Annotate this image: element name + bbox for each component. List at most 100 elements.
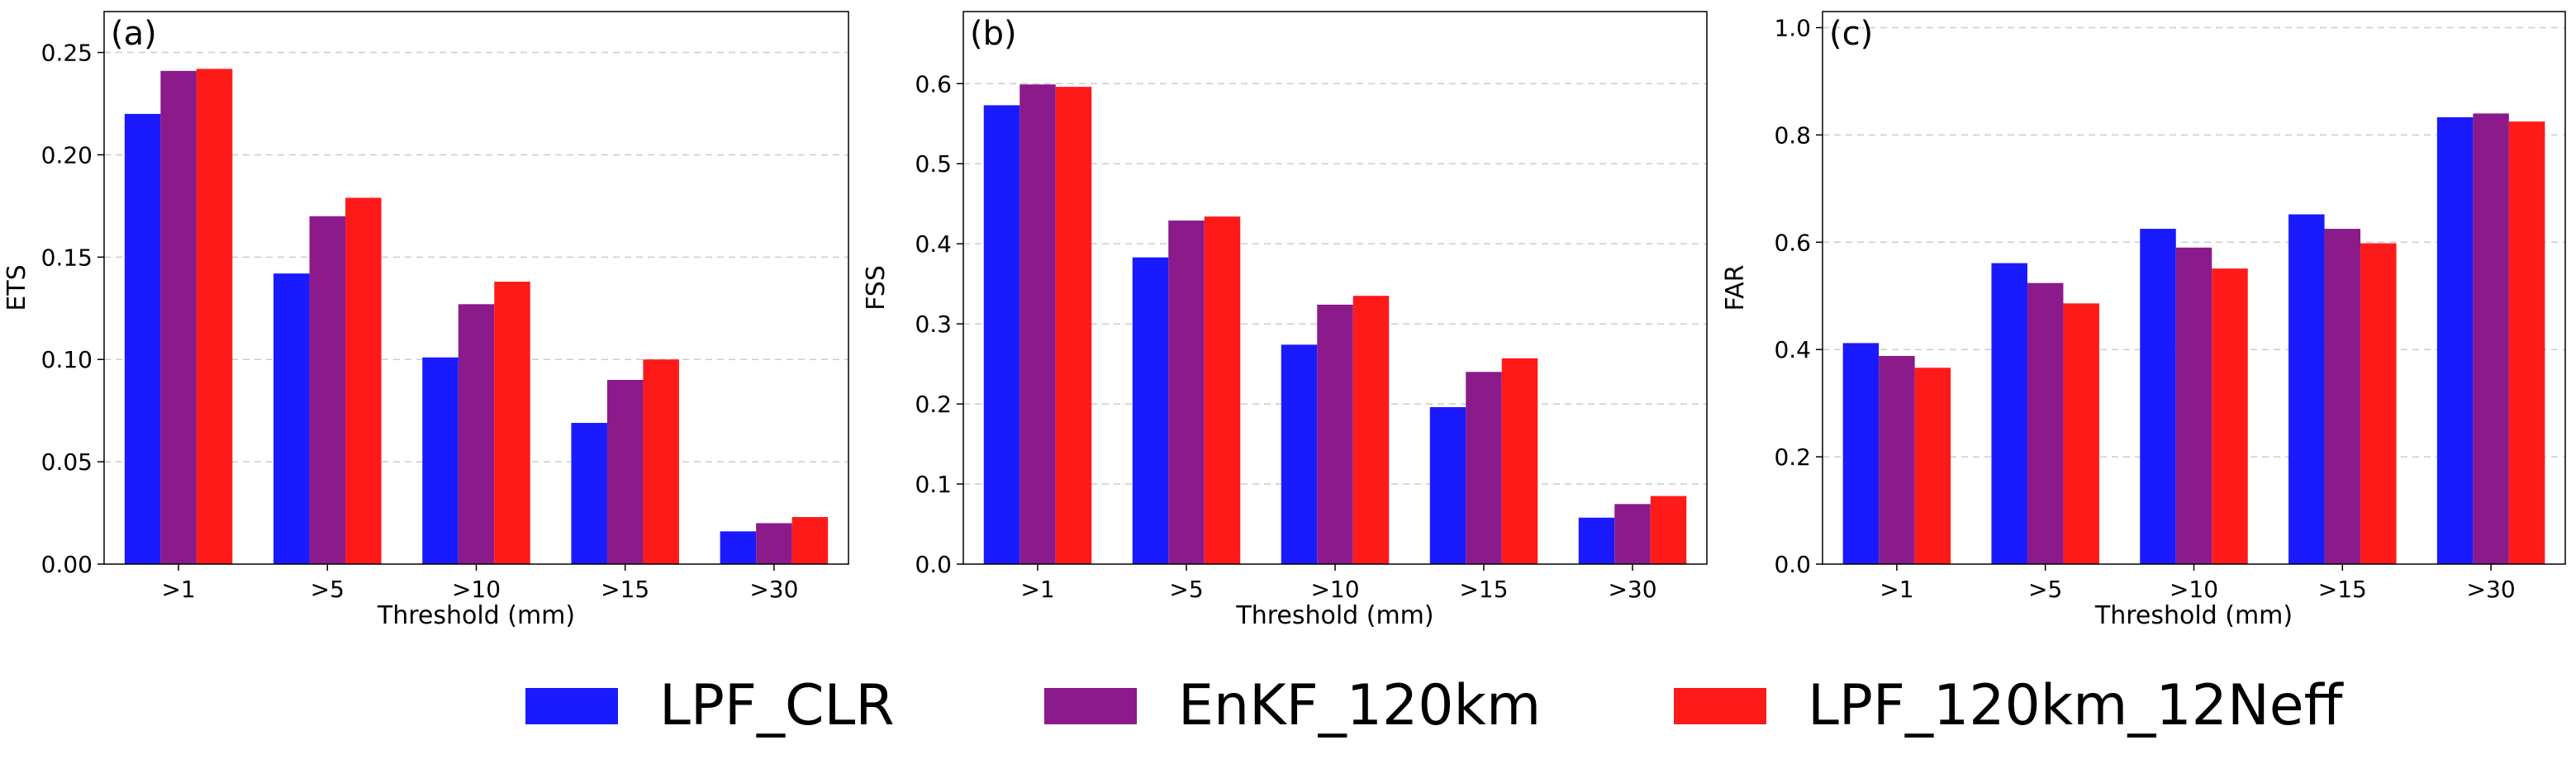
panel-label: (a) <box>111 15 157 53</box>
bar-EnKF_120km-3 <box>1317 304 1353 564</box>
y-tick-label: 0.20 <box>41 141 93 168</box>
bar-LPF_CLR-4 <box>2288 214 2325 564</box>
x-tick-label: >5 <box>311 576 345 603</box>
y-axis-label: FAR <box>1721 265 1750 311</box>
bar-LPF_120km_12Neff-3 <box>2212 268 2248 564</box>
bar-LPF_CLR-4 <box>571 423 607 564</box>
panel-label: (c) <box>1829 15 1873 53</box>
x-tick-label: >5 <box>2028 576 2062 603</box>
bar-EnKF_120km-5 <box>756 523 792 564</box>
bar-EnKF_120km-4 <box>2324 229 2361 564</box>
bar-LPF_CLR-1 <box>1842 343 1880 564</box>
bar-LPF_120km_12Neff-4 <box>2360 243 2397 564</box>
x-tick-label: >15 <box>601 576 649 603</box>
bar-EnKF_120km-2 <box>309 216 346 564</box>
y-tick-label: 0.2 <box>1774 444 1811 471</box>
x-tick-label: >30 <box>2467 576 2516 603</box>
bar-LPF_CLR-2 <box>273 273 310 564</box>
axes-frame <box>103 11 849 565</box>
y-tick-label: 0.00 <box>41 551 93 578</box>
legend-label-LPF_120km_12Neff: LPF_120km_12Neff <box>1808 673 2345 738</box>
chart-panel-1: >1 >5 >10 >15 >30 0.00 0.05 0.10 0.15 0.20 0.25 (a)… <box>2 11 849 630</box>
bar-LPF_120km_12Neff-5 <box>2508 121 2545 564</box>
legend-swatch-EnKF_120km <box>1044 688 1137 724</box>
bar-LPF_CLR-4 <box>1429 406 1466 564</box>
y-tick-label: 0.10 <box>41 346 93 373</box>
bar-LPF_120km_12Neff-5 <box>791 517 829 564</box>
bar-EnKF_120km-1 <box>1019 84 1056 564</box>
bar-LPF_CLR-3 <box>1281 344 1318 564</box>
x-tick-label: >1 <box>161 576 195 603</box>
x-axis-label: Threshold (mm) <box>377 601 575 630</box>
y-tick-label: 1.0 <box>1774 14 1811 41</box>
y-tick-label: 0.6 <box>1774 229 1811 256</box>
y-tick-label: 0.5 <box>915 150 952 178</box>
bar-EnKF_120km-4 <box>1466 372 1502 564</box>
bar-EnKF_120km-1 <box>160 70 197 565</box>
y-tick-label: 0.1 <box>915 471 952 498</box>
bar-LPF_120km_12Neff-1 <box>1914 368 1951 564</box>
bar-LPF_120km_12Neff-2 <box>2063 303 2099 564</box>
x-tick-label: >5 <box>1169 576 1203 603</box>
bar-LPF_120km_12Neff-1 <box>1055 87 1092 564</box>
axes-frame <box>962 11 1708 565</box>
y-tick-label: 0.15 <box>41 244 93 271</box>
bar-LPF_CLR-5 <box>2436 116 2474 565</box>
legend-label-LPF_CLR: LPF_CLR <box>659 673 895 738</box>
chart-panel-2: >1 >5 >10 >15 >30 0.0 0.1 0.2 0.3 0.4 0.5 0.6 (b) Thr… <box>862 11 1708 630</box>
x-tick-label: >15 <box>1459 576 1508 603</box>
bar-EnKF_120km-1 <box>1879 355 1915 564</box>
y-tick-label: 0.0 <box>915 551 952 578</box>
bar-EnKF_120km-2 <box>1168 221 1205 564</box>
x-tick-label: >10 <box>1310 576 1359 603</box>
y-tick-label: 0.8 <box>1774 121 1811 149</box>
x-tick-label: >15 <box>2318 576 2367 603</box>
y-tick-label: 0.4 <box>915 230 952 258</box>
y-tick-label: 0.0 <box>1774 551 1811 578</box>
panel-label: (b) <box>970 15 1017 53</box>
y-tick-label: 0.25 <box>41 40 93 67</box>
bar-EnKF_120km-4 <box>606 380 644 564</box>
y-tick-label: 0.4 <box>1774 336 1811 363</box>
bar-LPF_120km_12Neff-4 <box>1501 358 1538 564</box>
y-tick-label: 0.2 <box>915 391 952 418</box>
x-tick-label: >1 <box>1880 576 1913 603</box>
legend-swatch-LPF_CLR <box>525 688 618 724</box>
bar-LPF_120km_12Neff-3 <box>494 282 530 564</box>
bar-LPF_CLR-5 <box>1578 517 1615 564</box>
bar-LPF_CLR-2 <box>1991 263 2027 564</box>
bar-LPF_120km_12Neff-4 <box>643 359 679 564</box>
x-axis-label: Threshold (mm) <box>1235 601 1433 630</box>
y-tick-label: 0.3 <box>915 311 952 338</box>
legend-swatch-LPF_120km_12Neff <box>1674 688 1766 724</box>
y-tick-label: 0.6 <box>915 70 952 97</box>
bar-LPF_120km_12Neff-2 <box>1204 216 1241 564</box>
bar-EnKF_120km-3 <box>458 304 495 564</box>
bar-EnKF_120km-5 <box>1614 504 1651 564</box>
y-axis-label: ETS <box>2 264 31 311</box>
legend-label-EnKF_120km: EnKF_120km <box>1178 673 1541 738</box>
bar-LPF_CLR-1 <box>124 113 161 564</box>
x-axis-label: Threshold (mm) <box>2094 601 2293 630</box>
legend: LPF_CLR EnKF_120km LPF_120km_12Neff <box>525 673 2345 738</box>
bar-EnKF_120km-3 <box>2175 247 2212 564</box>
chart-panel-3: >1 >5 >10 >15 >30 0.0 0.2 0.4 0.6 0.8 1.0 (c) Thresh… <box>1721 11 2566 630</box>
bar-LPF_CLR-3 <box>2140 229 2176 564</box>
x-tick-label: >10 <box>452 576 501 603</box>
x-tick-label: >30 <box>1608 576 1656 603</box>
y-tick-label: 0.05 <box>41 448 93 476</box>
bar-LPF_120km_12Neff-2 <box>345 197 382 564</box>
bar-LPF_120km_12Neff-1 <box>196 69 233 564</box>
bar-EnKF_120km-2 <box>2027 282 2064 564</box>
bar-LPF_120km_12Neff-3 <box>1352 296 1390 564</box>
bar-EnKF_120km-5 <box>2473 113 2509 564</box>
bar-LPF_120km_12Neff-5 <box>1650 496 1687 564</box>
y-axis-label: FSS <box>862 265 891 311</box>
x-tick-label: >30 <box>749 576 798 603</box>
bar-LPF_CLR-1 <box>983 105 1020 564</box>
x-tick-label: >10 <box>2170 576 2218 603</box>
x-tick-label: >1 <box>1020 576 1054 603</box>
axes-frame <box>1822 11 2566 565</box>
bar-LPF_CLR-5 <box>720 531 757 564</box>
